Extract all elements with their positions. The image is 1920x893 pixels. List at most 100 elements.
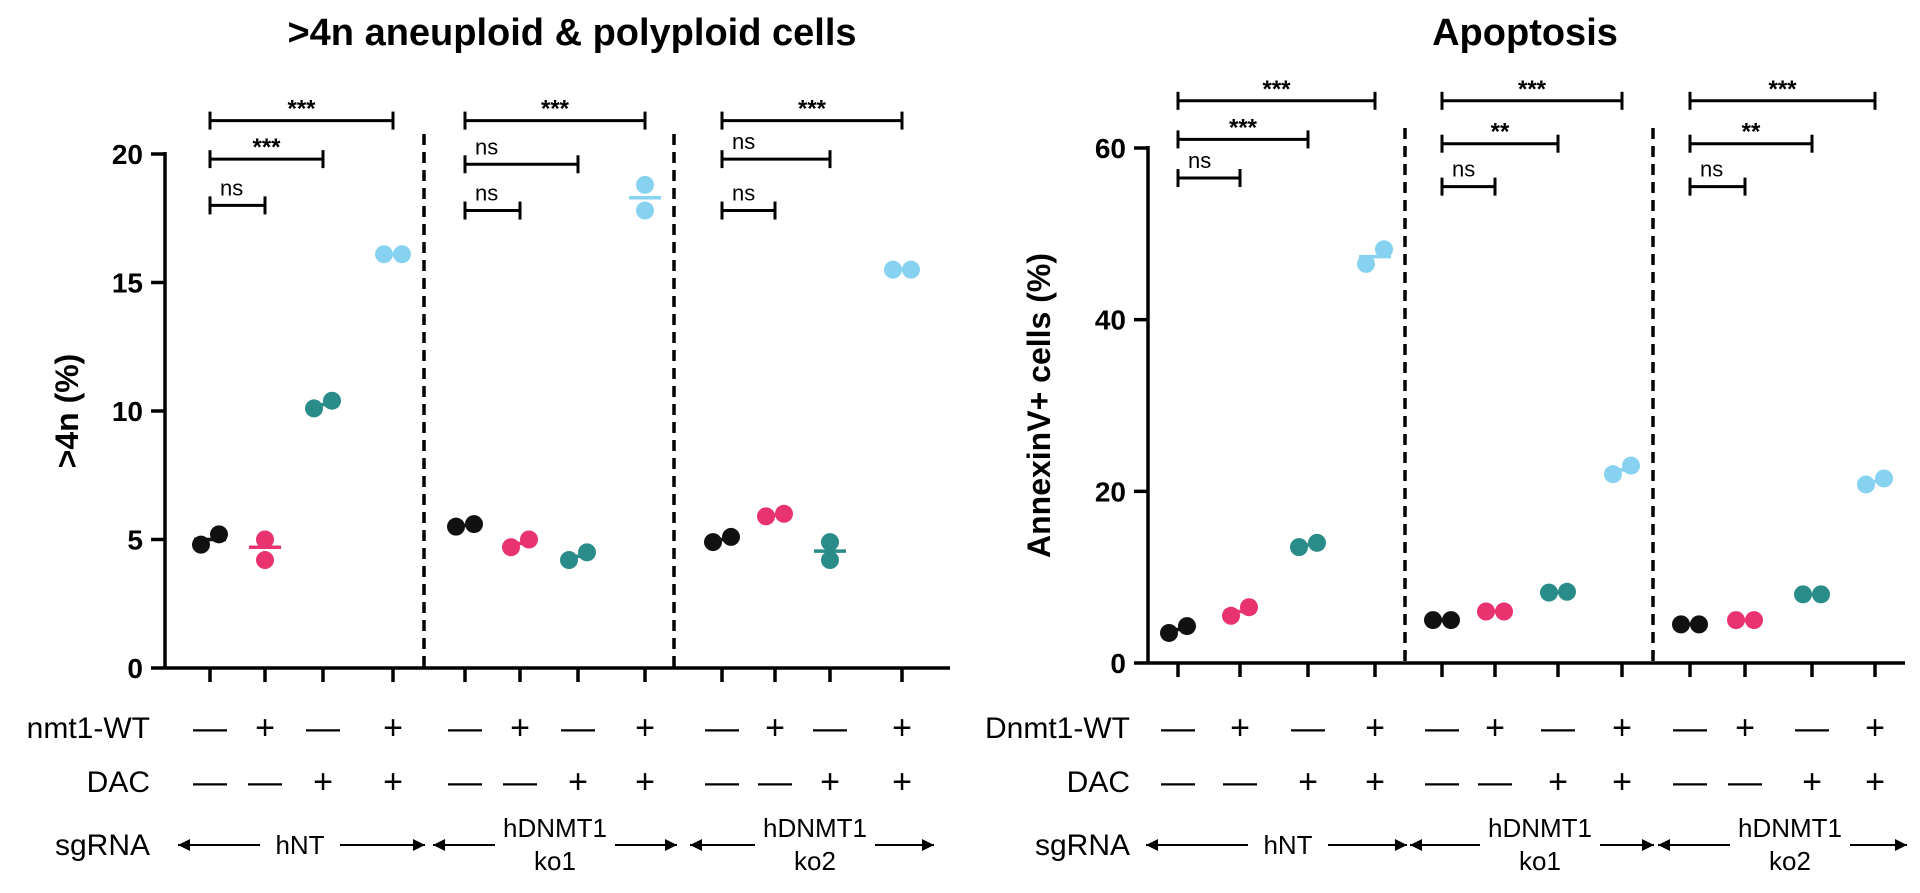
condition-sign: — [1223,763,1257,801]
condition-sign: + [1612,763,1632,801]
arrow-left-icon [690,839,702,851]
significance-label: ns [1700,157,1723,182]
condition-sign: — [1161,709,1195,747]
condition-sign: + [1485,709,1505,747]
condition-sign: — [1425,763,1459,801]
data-point [323,391,341,410]
condition-sign: + [568,763,588,801]
condition-sign: + [255,709,275,747]
significance-label: *** [541,96,570,123]
y-axis-label: >4n (%) [49,354,85,469]
data-point [1240,598,1258,617]
row-label-dac: DAC [1067,766,1130,799]
data-point [636,201,654,220]
condition-sign: — [448,709,482,747]
condition-sign: — [705,709,739,747]
data-point [1178,617,1196,636]
data-point [1222,606,1240,625]
data-point [1857,475,1875,494]
condition-sign: — [193,763,227,801]
group-label: hDNMT1 [763,813,867,843]
condition-sign: + [1230,709,1250,747]
arrow-right-icon [1395,839,1407,851]
condition-sign: + [820,763,840,801]
group-label: hDNMT1 [1738,813,1842,843]
data-point [821,551,839,570]
significance-label: ns [732,129,755,154]
arrow-left-icon [433,839,445,851]
data-point [1875,469,1893,488]
condition-sign: + [635,709,655,747]
data-point [1622,456,1640,475]
condition-sign: — [248,763,282,801]
condition-sign: + [1865,709,1885,747]
condition-sign: + [1865,763,1885,801]
group-label: hDNMT1 [1488,813,1592,843]
row-label-sgrna: sgRNA [55,829,150,862]
condition-sign: + [892,709,912,747]
condition-sign: + [383,763,403,801]
significance-label: *** [1229,114,1258,141]
chart-title: >4n aneuploid & polyploid cells [287,12,856,54]
y-tick-label: 60 [1095,133,1126,164]
condition-sign: + [1365,763,1385,801]
condition-sign: + [1612,709,1632,747]
data-point [704,533,722,552]
data-point [636,175,654,194]
arrow-right-icon [1642,839,1654,851]
y-tick-label: 40 [1095,305,1126,336]
condition-sign: + [1548,763,1568,801]
condition-sign: + [1735,709,1755,747]
row-label-dac: DAC [87,766,150,799]
arrow-right-icon [922,839,934,851]
y-tick-label: 5 [127,525,143,556]
significance-label: ns [1188,148,1211,173]
significance-label: *** [287,96,316,123]
condition-sign: + [313,763,333,801]
condition-sign: — [193,709,227,747]
condition-sign: + [765,709,785,747]
data-point [1375,240,1393,259]
condition-sign: + [1298,763,1318,801]
significance-label: ** [1491,119,1510,146]
group-label: hDNMT1 [503,813,607,843]
condition-sign: — [1291,709,1325,747]
significance-label: ns [475,134,498,159]
significance-label: ns [1452,157,1475,182]
chart-title: Apoptosis [1432,12,1618,54]
chart-panel-1: >4n aneuploid & polyploid cells >4n (%) 0 5… [27,12,950,876]
condition-sign: — [1728,763,1762,801]
group-label: hNT [1263,830,1312,860]
y-tick-label: 20 [1095,476,1126,507]
data-point [1290,538,1308,557]
condition-sign: + [510,709,530,747]
data-point [256,551,274,570]
data-point [722,527,740,546]
y-tick-label: 0 [127,653,143,684]
y-tick-label: 20 [112,139,143,170]
y-tick-label: 0 [1110,648,1126,679]
group-label: hNT [275,830,324,860]
significance-label: *** [1518,76,1547,103]
significance-label: ns [220,175,243,200]
condition-sign: — [1478,763,1512,801]
row-label-dnmt1: Dnmt1-WT [985,712,1130,745]
significance-label: ** [1742,119,1761,146]
condition-sign: — [306,709,340,747]
group-label: ko1 [534,846,576,876]
data-point [1604,465,1622,484]
condition-sign: — [1795,709,1829,747]
group-label: ko1 [1519,846,1561,876]
condition-sign: — [448,763,482,801]
data-point [821,533,839,552]
condition-sign: — [813,709,847,747]
condition-sign: — [758,763,792,801]
arrow-right-icon [665,839,677,851]
data-point [1160,623,1178,642]
arrow-right-icon [413,839,425,851]
significance-label: *** [1262,76,1291,103]
y-tick-label: 15 [112,268,143,299]
condition-sign: — [1673,763,1707,801]
